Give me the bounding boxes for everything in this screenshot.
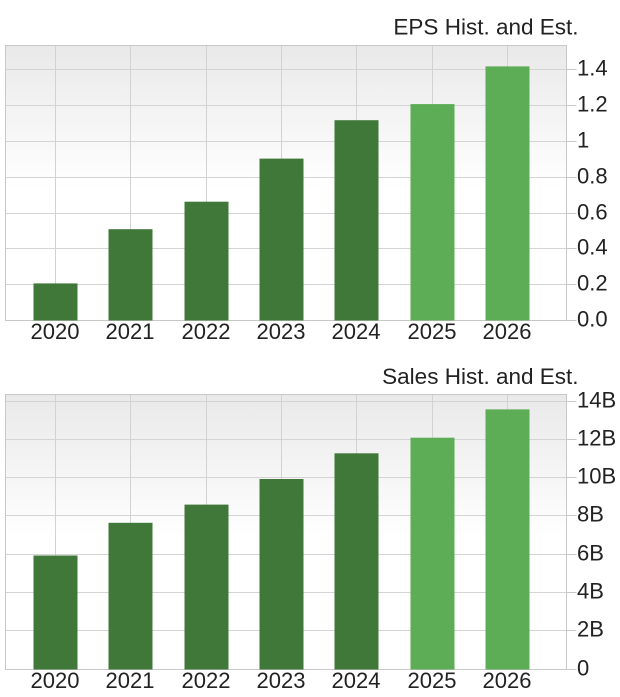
svg-text:0: 0	[577, 656, 589, 681]
svg-text:14B: 14B	[577, 388, 616, 413]
svg-text:4B: 4B	[577, 579, 604, 604]
svg-text:2B: 2B	[577, 617, 604, 642]
svg-text:6B: 6B	[577, 541, 604, 566]
svg-text:2024: 2024	[332, 319, 381, 344]
svg-text:2020: 2020	[31, 668, 80, 693]
svg-text:2021: 2021	[106, 319, 155, 344]
svg-text:2025: 2025	[408, 319, 457, 344]
svg-text:2023: 2023	[257, 319, 306, 344]
svg-text:0.0: 0.0	[577, 307, 608, 332]
svg-text:2022: 2022	[182, 668, 231, 693]
svg-text:Sales Hist. and Est.: Sales Hist. and Est.	[382, 364, 578, 389]
svg-text:2025: 2025	[408, 668, 457, 693]
svg-text:1.4: 1.4	[577, 56, 608, 81]
svg-text:EPS Hist. and Est.: EPS Hist. and Est.	[393, 14, 578, 39]
svg-text:12B: 12B	[577, 426, 616, 451]
svg-text:0.6: 0.6	[577, 200, 608, 225]
svg-text:2021: 2021	[106, 668, 155, 693]
svg-text:2026: 2026	[483, 319, 532, 344]
svg-text:2024: 2024	[332, 668, 381, 693]
svg-text:2026: 2026	[483, 668, 532, 693]
svg-text:8B: 8B	[577, 502, 604, 527]
svg-text:2023: 2023	[257, 668, 306, 693]
svg-text:2022: 2022	[182, 319, 231, 344]
svg-text:2020: 2020	[31, 319, 80, 344]
svg-text:0.4: 0.4	[577, 235, 608, 260]
svg-text:10B: 10B	[577, 464, 616, 489]
svg-text:0.8: 0.8	[577, 164, 608, 189]
svg-text:1: 1	[577, 128, 589, 153]
svg-text:0.2: 0.2	[577, 271, 608, 296]
svg-text:1.2: 1.2	[577, 92, 608, 117]
